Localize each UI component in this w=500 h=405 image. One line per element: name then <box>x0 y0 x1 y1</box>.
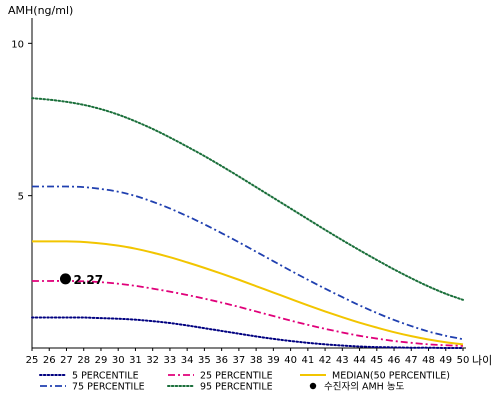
x-tick-label: 33 <box>164 355 177 366</box>
x-tick-label: 39 <box>267 355 280 366</box>
x-tick-label: 41 <box>301 355 314 366</box>
x-tick-label: 29 <box>95 355 108 366</box>
series-line-5-percentile <box>31 316 464 350</box>
x-tick-label: 38 <box>250 355 263 366</box>
x-tick-label: 40 <box>284 355 297 366</box>
x-tick-label: 49 <box>439 355 452 366</box>
x-tick-label: 36 <box>215 355 228 366</box>
x-tick-label: 28 <box>77 355 90 366</box>
x-tick-label: 43 <box>336 355 349 366</box>
x-tick-label: 42 <box>319 355 332 366</box>
legend-label: 95 PERCENTILE <box>200 382 273 393</box>
legend-label: 25 PERCENTILE <box>200 371 273 382</box>
series-lines <box>31 97 464 350</box>
x-tick-label: 35 <box>198 355 211 366</box>
y-tick-label: 5 <box>18 192 24 203</box>
y-axis-title: AMH(ng/ml) <box>8 4 73 17</box>
x-tick-label: 45 <box>370 355 383 366</box>
series-line-95-percentile <box>31 97 464 301</box>
legend-label: 5 PERCENTILE <box>72 371 139 382</box>
x-tick-label: 46 <box>388 355 401 366</box>
x-axis-title: 나이 <box>472 354 492 367</box>
x-tick-label: 48 <box>422 355 435 366</box>
x-tick-label: 47 <box>405 355 418 366</box>
x-tick-label: 26 <box>43 355 56 366</box>
x-tick-label: 30 <box>112 355 125 366</box>
x-tick-label: 31 <box>129 355 142 366</box>
legend-swatch-dot <box>309 382 317 390</box>
x-tick-label: 44 <box>353 355 366 366</box>
legend: 5 PERCENTILE 25 PERCENTILE MEDIAN(50 PERCE… <box>39 371 450 393</box>
series-line-75-percentile <box>32 185 464 341</box>
y-tick-label: 10 <box>11 39 24 50</box>
legend-label: MEDIAN(50 PERCENTILE) <box>332 371 450 382</box>
x-tick-label: 34 <box>181 355 194 366</box>
x-tick-label: 37 <box>233 355 246 366</box>
series-line-25-percentile <box>32 280 464 347</box>
highlight-point-marker <box>59 273 71 285</box>
highlight-point-label: 2.27 <box>73 273 103 287</box>
series-line-median-50-percentile <box>32 240 464 346</box>
axes: AMH(ng/ml) 5 10 25 26 27 28 29 30 31 32 33 34 35 36 37 3… <box>8 4 492 367</box>
highlight-point-layer: 2.27 <box>59 273 103 287</box>
x-tick-label: 27 <box>60 355 73 366</box>
legend-label: 수진자의 AMH 농도 <box>324 382 405 393</box>
x-tick-label: 50 <box>457 355 470 366</box>
legend-label: 75 PERCENTILE <box>72 382 145 393</box>
x-tick-label: 25 <box>26 355 39 366</box>
x-tick-label: 32 <box>146 355 159 366</box>
